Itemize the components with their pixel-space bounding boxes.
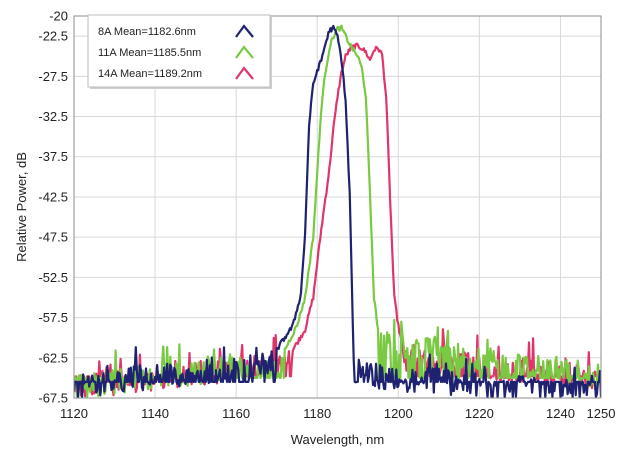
- y-tick-label: -22.5: [38, 29, 68, 44]
- series-line-1: [74, 24, 601, 398]
- x-tick-label: 1220: [465, 406, 494, 421]
- legend-swatch-1: [235, 45, 254, 59]
- y-tick-label: -57.5: [38, 310, 68, 325]
- plot-frame: [73, 15, 602, 399]
- plot-area: [74, 24, 601, 398]
- y-tick-label: -67.5: [38, 391, 68, 406]
- legend-swatch-2: [235, 66, 254, 80]
- y-tick-label: -32.5: [38, 109, 68, 124]
- legend-label-1: 11A Mean=1185.5nm: [98, 47, 201, 59]
- y-tick-label: -47.5: [38, 230, 68, 245]
- x-tick-label: 1200: [384, 406, 413, 421]
- y-tick-label: -62.5: [38, 350, 68, 365]
- x-axis-title: Wavelength, nm: [291, 432, 384, 447]
- legend-label-0: 8A Mean=1182.6nm: [98, 26, 196, 38]
- y-tick-label: -37.5: [38, 149, 68, 164]
- x-tick-label: 1140: [141, 406, 169, 421]
- y-tick-label: -27.5: [38, 69, 68, 84]
- y-axis-title: Relative Power, dB: [14, 152, 29, 262]
- tick-labels: 1120 1140 1160 1180 1200 1220 1240 1250 -20 -22.5…: [38, 9, 615, 422]
- x-tick-label: 1120: [60, 406, 88, 421]
- y-tick-label: -42.5: [38, 189, 68, 204]
- legend: 8A Mean=1182.6nm 11A Mean=1185.5nm 14A Mea…: [87, 14, 272, 89]
- legend-label-2: 14A Mean=1189.2nm: [98, 68, 202, 80]
- y-tick-label: -20: [49, 9, 68, 24]
- x-tick-label: 1240: [546, 406, 575, 421]
- x-tick-label: 1180: [303, 406, 331, 421]
- y-tick-label: -52.5: [38, 270, 68, 285]
- legend-swatch-0: [235, 24, 254, 38]
- x-tick-label: 1160: [222, 406, 250, 421]
- x-tick-label: 1250: [587, 406, 616, 421]
- series-line-0: [74, 24, 601, 398]
